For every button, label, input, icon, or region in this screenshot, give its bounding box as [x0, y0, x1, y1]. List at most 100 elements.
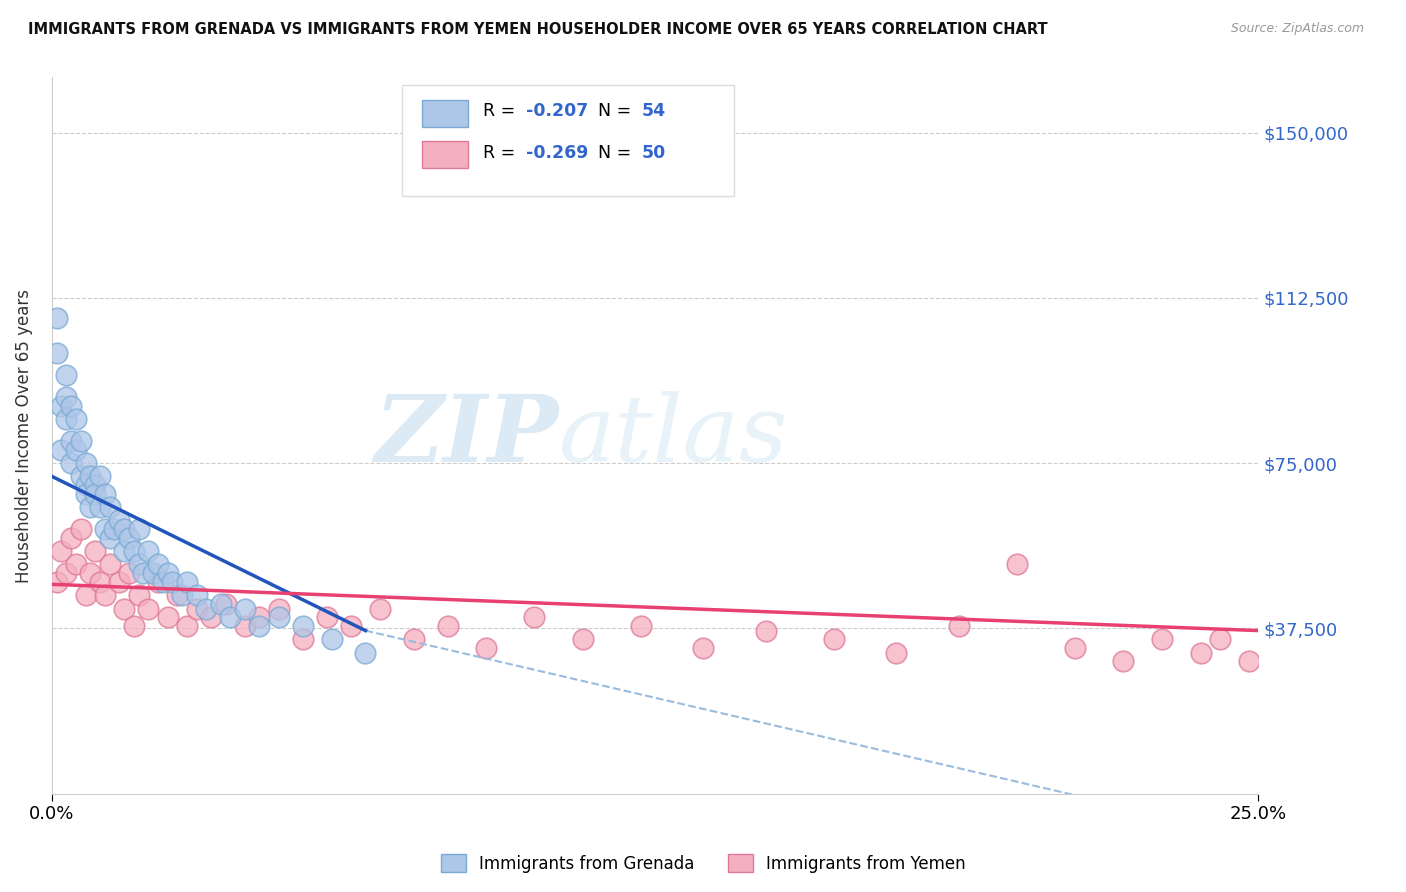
- Point: [60, 531, 83, 545]
- Point: [692, 641, 714, 656]
- Point: [69, 469, 91, 483]
- Y-axis label: Householder Income Over 65 years: Householder Income Over 65 years: [15, 288, 32, 582]
- Point: [146, 575, 169, 590]
- Text: N =: N =: [599, 144, 637, 161]
- Point: [247, 619, 270, 633]
- Text: 50: 50: [641, 144, 666, 161]
- Point: [291, 632, 314, 647]
- Point: [45, 310, 67, 325]
- Point: [156, 566, 179, 581]
- Point: [112, 601, 135, 615]
- Point: [45, 346, 67, 360]
- Point: [94, 588, 117, 602]
- Point: [51, 442, 73, 457]
- Point: [128, 588, 150, 602]
- Text: -0.269: -0.269: [526, 144, 588, 161]
- Point: [291, 619, 314, 633]
- Text: N =: N =: [599, 102, 637, 120]
- Point: [233, 601, 256, 615]
- Point: [55, 412, 77, 426]
- Point: [98, 558, 121, 572]
- Point: [1064, 641, 1087, 656]
- Point: [84, 544, 107, 558]
- Point: [146, 558, 169, 572]
- Point: [55, 390, 77, 404]
- Point: [755, 624, 778, 638]
- Point: [170, 588, 193, 602]
- Point: [118, 531, 141, 545]
- Point: [75, 456, 97, 470]
- Point: [219, 610, 242, 624]
- Point: [136, 601, 159, 615]
- Point: [108, 513, 131, 527]
- Point: [84, 478, 107, 492]
- Point: [209, 597, 232, 611]
- Text: -0.207: -0.207: [526, 102, 588, 120]
- Point: [79, 469, 101, 483]
- Point: [186, 588, 208, 602]
- Point: [98, 500, 121, 515]
- Point: [368, 601, 391, 615]
- Point: [162, 575, 184, 590]
- Point: [523, 610, 546, 624]
- Text: Source: ZipAtlas.com: Source: ZipAtlas.com: [1230, 22, 1364, 36]
- Point: [136, 544, 159, 558]
- Point: [69, 522, 91, 536]
- Point: [267, 601, 290, 615]
- Point: [112, 544, 135, 558]
- Text: atlas: atlas: [558, 391, 789, 481]
- Point: [571, 632, 593, 647]
- Point: [69, 434, 91, 448]
- Point: [321, 632, 343, 647]
- Point: [89, 469, 111, 483]
- Point: [118, 566, 141, 581]
- Point: [108, 575, 131, 590]
- Point: [122, 544, 145, 558]
- Point: [51, 399, 73, 413]
- FancyBboxPatch shape: [402, 85, 734, 195]
- Point: [152, 575, 174, 590]
- Point: [112, 522, 135, 536]
- Point: [176, 575, 198, 590]
- Point: [128, 522, 150, 536]
- Point: [55, 368, 77, 382]
- Point: [1237, 655, 1260, 669]
- Point: [340, 619, 363, 633]
- Point: [94, 522, 117, 536]
- Point: [214, 597, 236, 611]
- Point: [267, 610, 290, 624]
- Point: [1189, 646, 1212, 660]
- Point: [436, 619, 458, 633]
- Point: [75, 478, 97, 492]
- Text: R =: R =: [482, 144, 520, 161]
- Text: ZIP: ZIP: [374, 391, 558, 481]
- Point: [630, 619, 652, 633]
- Point: [247, 610, 270, 624]
- Point: [354, 646, 377, 660]
- Point: [1209, 632, 1232, 647]
- Point: [195, 601, 218, 615]
- Point: [186, 601, 208, 615]
- Text: 54: 54: [641, 102, 666, 120]
- Point: [55, 566, 77, 581]
- Point: [60, 434, 83, 448]
- Point: [166, 588, 188, 602]
- Point: [1005, 558, 1028, 572]
- Point: [65, 558, 87, 572]
- Point: [233, 619, 256, 633]
- Point: [132, 566, 155, 581]
- Text: IMMIGRANTS FROM GRENADA VS IMMIGRANTS FROM YEMEN HOUSEHOLDER INCOME OVER 65 YEAR: IMMIGRANTS FROM GRENADA VS IMMIGRANTS FR…: [28, 22, 1047, 37]
- Point: [98, 531, 121, 545]
- Point: [94, 487, 117, 501]
- Text: R =: R =: [482, 102, 520, 120]
- Point: [402, 632, 425, 647]
- Point: [200, 610, 222, 624]
- Point: [89, 500, 111, 515]
- Point: [886, 646, 908, 660]
- Point: [45, 575, 67, 590]
- Point: [89, 575, 111, 590]
- Point: [51, 544, 73, 558]
- Point: [65, 412, 87, 426]
- Point: [142, 566, 165, 581]
- Point: [75, 588, 97, 602]
